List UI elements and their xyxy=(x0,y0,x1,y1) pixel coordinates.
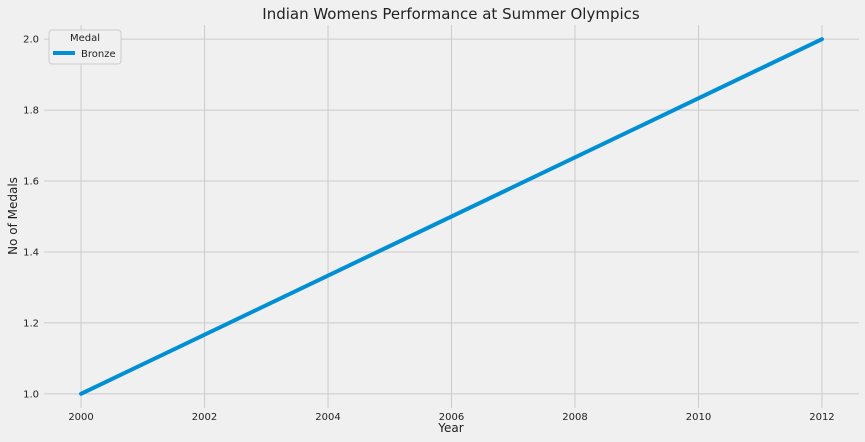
x-tick-labels: 2000 2002 2004 2006 2008 2010 2012 xyxy=(68,412,834,423)
y-axis-label: No of Medals xyxy=(6,177,20,255)
y-tick-label: 1.2 xyxy=(23,318,39,329)
y-tick-label: 1.4 xyxy=(23,247,39,258)
y-tick-label: 1.6 xyxy=(23,177,39,188)
chart-title: Indian Womens Performance at Summer Olym… xyxy=(262,5,640,23)
y-tick-label: 1.8 xyxy=(23,106,39,117)
x-tick-label: 2010 xyxy=(686,412,711,423)
y-tick-label: 1.0 xyxy=(23,389,39,400)
x-tick-label: 2012 xyxy=(809,412,834,423)
legend: Medal Bronze xyxy=(48,29,122,65)
grid-lines xyxy=(44,25,859,408)
legend-label-bronze: Bronze xyxy=(81,49,116,60)
x-tick-label: 2002 xyxy=(192,412,217,423)
y-tick-labels: 1.0 1.2 1.4 1.6 1.8 2.0 xyxy=(23,35,39,401)
legend-title: Medal xyxy=(70,33,100,44)
legend-box xyxy=(48,29,122,65)
series-line-bronze xyxy=(79,37,824,396)
y-tick-label: 2.0 xyxy=(23,35,39,46)
x-tick-label: 2004 xyxy=(315,412,340,423)
x-axis-label: Year xyxy=(437,421,463,435)
x-tick-label: 2000 xyxy=(68,412,93,423)
series-lines xyxy=(79,37,824,396)
x-tick-label: 2008 xyxy=(562,412,587,423)
x-tick-label: 2006 xyxy=(439,412,464,423)
